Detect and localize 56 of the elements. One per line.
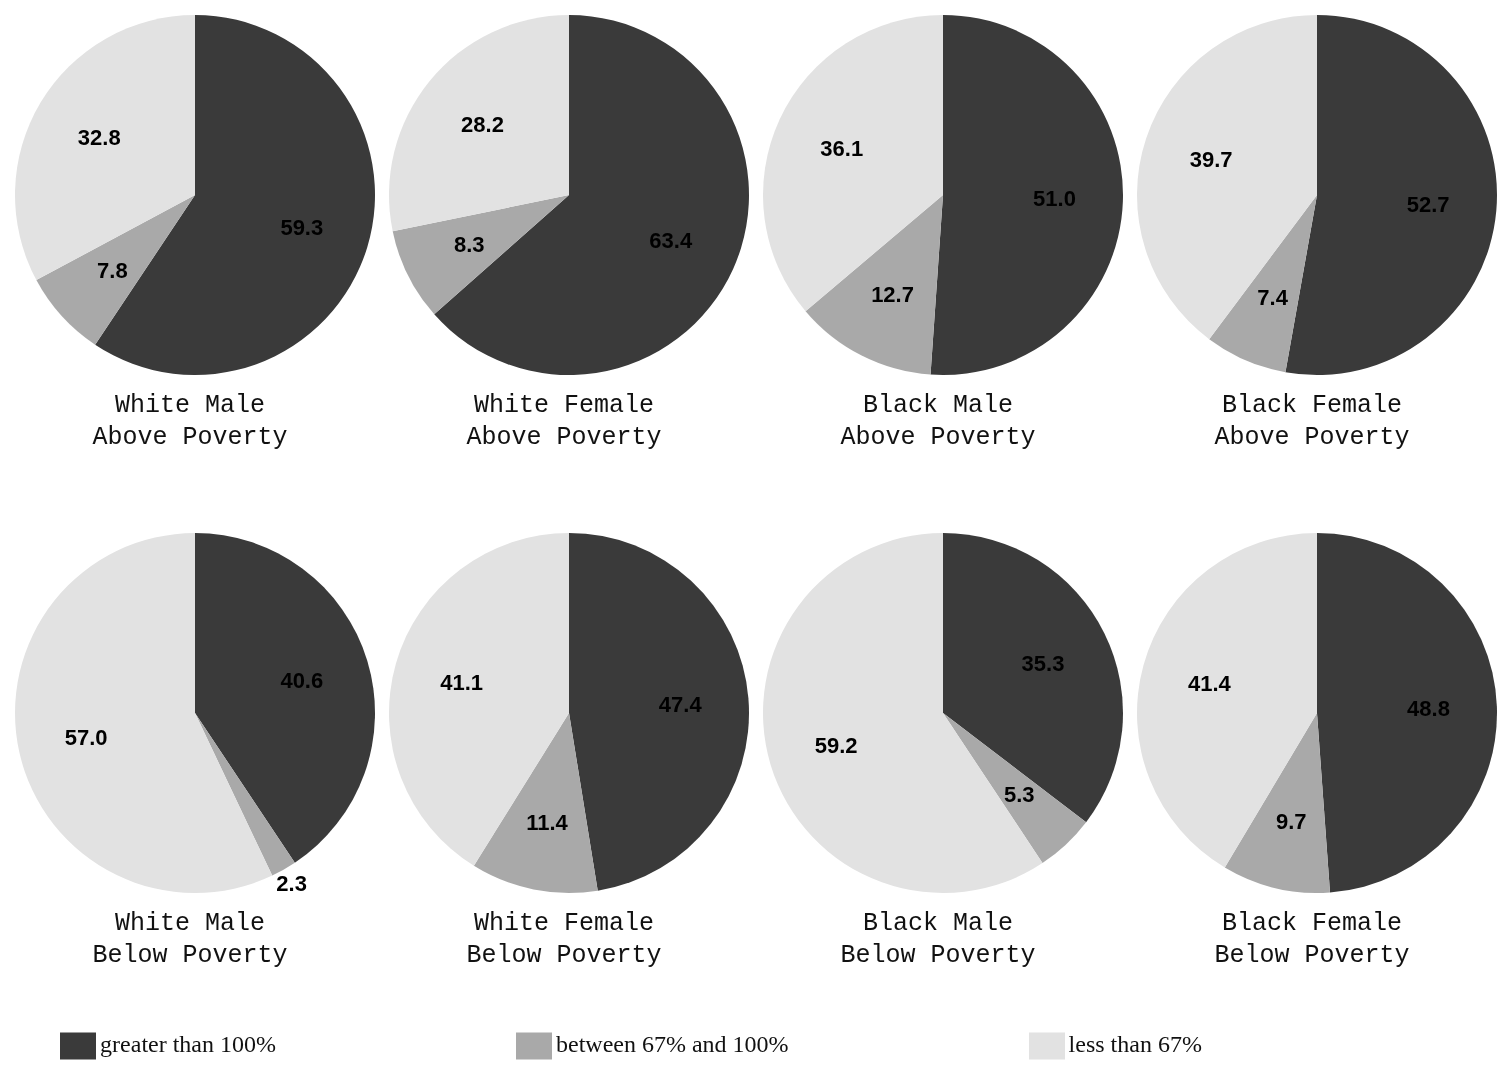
pie-slice bbox=[15, 533, 273, 893]
pie-slice bbox=[1137, 15, 1317, 340]
data-label: 59.2 bbox=[814, 732, 858, 758]
data-label: 59.3 bbox=[280, 214, 324, 240]
data-label: 48.8 bbox=[1407, 696, 1450, 722]
legend-label: greater than 100% bbox=[100, 1030, 276, 1057]
legend-label: between 67% and 100% bbox=[556, 1030, 789, 1057]
text: Black Male Below Poverty bbox=[839, 908, 1037, 972]
data-label: 47.4 bbox=[658, 691, 703, 717]
pie-slice bbox=[1209, 195, 1317, 373]
data-label: 5.3 bbox=[1003, 781, 1035, 807]
text: White Female Below Poverty bbox=[465, 908, 663, 972]
pie-slice bbox=[473, 713, 598, 893]
data-label: 12.7 bbox=[871, 282, 914, 308]
pie-slice bbox=[195, 713, 295, 876]
pie-slice bbox=[389, 533, 569, 866]
data-label: 40.6 bbox=[280, 668, 324, 694]
data-label: 51.0 bbox=[1033, 186, 1076, 212]
pie-slice bbox=[943, 713, 1087, 864]
pie-slice bbox=[1137, 533, 1317, 868]
pie-slice bbox=[1224, 713, 1331, 893]
data-label: 41.1 bbox=[440, 669, 484, 695]
pie-slice bbox=[392, 195, 569, 315]
data-label: 7.8 bbox=[97, 257, 128, 283]
pie-slice bbox=[195, 533, 375, 863]
text: Black Female Below Poverty bbox=[1213, 908, 1411, 972]
data-label: 52.7 bbox=[1406, 192, 1450, 218]
pie-slice bbox=[930, 15, 1123, 375]
data-label: 2.3 bbox=[276, 871, 307, 897]
legend-label: less than 67% bbox=[1068, 1030, 1202, 1057]
data-label: 9.7 bbox=[1275, 809, 1307, 835]
data-label: 28.2 bbox=[461, 111, 504, 137]
pie-slice bbox=[434, 15, 749, 375]
data-label: 35.3 bbox=[1021, 651, 1065, 676]
text: Black Female Above Poverty bbox=[1213, 390, 1411, 454]
pie-slice bbox=[1317, 533, 1497, 893]
data-label: 41.4 bbox=[1188, 670, 1232, 696]
text: Black Male Above Poverty bbox=[839, 390, 1037, 454]
data-label: 32.8 bbox=[77, 125, 121, 151]
data-label: 7.4 bbox=[1257, 284, 1289, 310]
pie-slice bbox=[569, 533, 749, 891]
data-label: 57.0 bbox=[64, 725, 108, 751]
pie-slice bbox=[15, 15, 195, 281]
text: White Female Above Poverty bbox=[465, 390, 663, 454]
data-label: 36.1 bbox=[820, 135, 864, 161]
pie-slice bbox=[763, 15, 943, 312]
data-label: 8.3 bbox=[453, 232, 485, 258]
pie-slice bbox=[805, 195, 943, 375]
data-label: 39.7 bbox=[1189, 147, 1233, 173]
text: White Male Above Poverty bbox=[91, 390, 289, 454]
pie-slice bbox=[36, 195, 195, 345]
data-label: 63.4 bbox=[649, 228, 693, 254]
pie-slice bbox=[943, 533, 1123, 823]
data-label: 11.4 bbox=[526, 809, 569, 835]
text: White Male Below Poverty bbox=[91, 908, 289, 972]
pie-slice bbox=[389, 15, 569, 232]
